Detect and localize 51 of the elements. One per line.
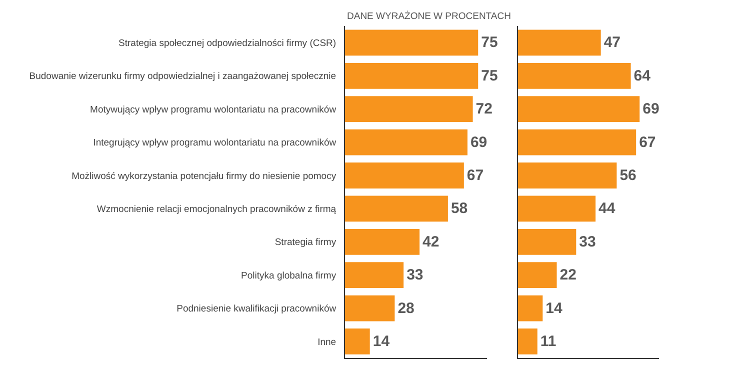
data-label: 28 [398,300,414,317]
bar [518,162,617,188]
y-tick-label: Inne [318,336,336,348]
bar [518,30,601,56]
bar [518,228,576,255]
bar [345,162,464,188]
bar [345,96,473,122]
y-tick-label: Podniesienie kwalifikacji pracowników [176,304,336,315]
data-label: 33 [579,233,596,250]
bar [518,328,538,354]
bar [345,262,404,288]
bar [345,129,468,156]
bar [518,295,543,322]
bar [518,129,636,156]
bar [345,30,478,56]
y-tick-label: Możliwość wykorzystania potencjału firmy do niesienie pomocy [72,170,336,182]
bar [345,62,478,89]
data-label: 67 [639,134,656,151]
bar [518,196,596,222]
bar [345,196,448,222]
data-label: 11 [540,332,556,350]
y-tick-label: Wzmocnienie relacji emocjonalnych pracowników z firmą [96,204,337,216]
data-label: 67 [466,166,484,184]
data-label: 58 [450,200,468,218]
data-label: 75 [481,67,498,84]
bar [518,62,631,89]
data-label: 72 [476,100,492,118]
data-label: 56 [620,166,636,184]
data-label: 44 [598,200,616,218]
bar [345,328,370,354]
y-tick-label: Budowanie wizerunku firmy odpowiedzialnej i zaangażowanej społecznie [29,71,336,82]
chart-title: DANE WYRAŻONE W PROCENTACH [347,10,512,22]
bar [345,295,395,322]
y-tick-label: Polityka globalna firmy [241,270,336,282]
data-label: 69 [470,134,488,151]
y-tick-label: Strategia społecznej odpowiedzialności firmy (CSR) [118,38,336,50]
data-label: 33 [406,266,424,284]
data-label: 64 [634,67,652,84]
bar [518,96,640,122]
data-label: 14 [372,332,390,350]
data-label: 69 [642,100,660,118]
y-tick-label: Motywujący wpływ programu wolontariatu na pracowników [90,104,336,116]
data-label: 47 [604,34,621,52]
bar [345,228,420,255]
data-label: 42 [422,233,440,250]
data-label: 22 [560,266,576,284]
y-tick-label: Integrujący wpływ programu wolontariatu na pracowników [93,138,336,149]
bar [518,262,557,288]
y-tick-label: Strategia firmy [274,237,336,248]
data-label: 14 [546,300,564,317]
data-label: 75 [481,34,498,52]
